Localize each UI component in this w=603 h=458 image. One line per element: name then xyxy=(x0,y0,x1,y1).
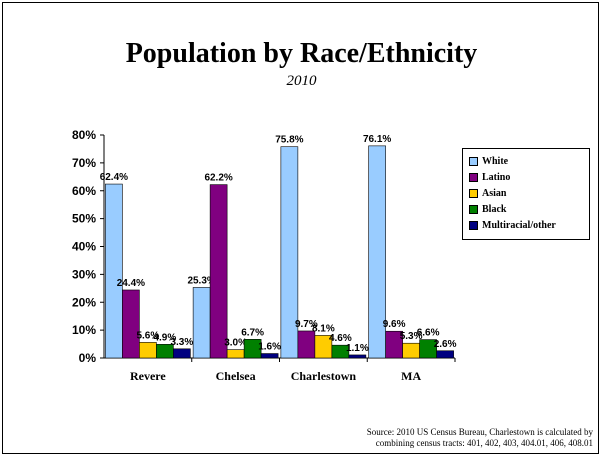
source-line-1: Source: 2010 US Census Bureau, Charlesto… xyxy=(366,427,593,437)
bar xyxy=(192,287,211,359)
legend-swatch xyxy=(469,156,478,166)
x-tick-label: MA xyxy=(401,369,421,383)
bar xyxy=(209,184,228,359)
data-label: 5.3% xyxy=(400,331,423,342)
bar xyxy=(419,339,437,359)
bar xyxy=(260,353,279,359)
data-label: 4.6% xyxy=(329,333,352,344)
data-label: 1.1% xyxy=(346,343,369,354)
legend-swatch xyxy=(469,172,478,182)
data-label: 6.7% xyxy=(241,327,264,338)
data-label: 75.8% xyxy=(275,135,303,146)
legend-item: Black xyxy=(469,201,583,217)
bar xyxy=(122,289,140,359)
data-label: 76.1% xyxy=(363,134,391,145)
chart-title: Population by Race/Ethnicity xyxy=(125,38,478,69)
legend-label: White xyxy=(482,155,509,167)
data-label: 6.6% xyxy=(417,328,440,339)
bar xyxy=(280,146,299,359)
bar xyxy=(173,348,191,359)
chart-legend: White Latino Asian Black Multiracial/other xyxy=(462,148,590,240)
bar xyxy=(368,145,386,359)
chart-subtitle: 2010 xyxy=(286,73,317,89)
bar xyxy=(348,354,367,359)
x-tick-label: Revere xyxy=(130,369,166,383)
bar xyxy=(226,349,245,359)
data-label: 2.6% xyxy=(434,339,457,350)
data-label: 5.6% xyxy=(136,330,159,341)
legend-item: Multiracial/other xyxy=(469,217,583,233)
y-tick-label: 0% xyxy=(79,351,97,365)
legend-label: Latino xyxy=(482,171,511,183)
y-tick-label: 50% xyxy=(72,212,96,226)
data-label: 25.3% xyxy=(187,275,215,286)
legend-swatch xyxy=(469,220,478,230)
bar xyxy=(297,330,316,359)
source-line-2: combining census tracts: 401, 402, 403, … xyxy=(375,438,593,448)
legend-label: Multiracial/other xyxy=(482,219,556,231)
bar xyxy=(402,342,420,359)
legend-label: Black xyxy=(482,203,507,215)
data-label: 1.6% xyxy=(258,342,281,353)
source-note: Source: 2010 US Census Bureau, Charlesto… xyxy=(367,427,593,449)
legend-item: Asian xyxy=(469,185,583,201)
y-tick-label: 80% xyxy=(72,128,96,142)
data-label: 62.2% xyxy=(204,173,232,184)
legend-swatch xyxy=(469,204,478,214)
data-label: 8.1% xyxy=(312,323,335,334)
data-label: 9.6% xyxy=(383,319,406,330)
data-label: 9.7% xyxy=(295,319,318,330)
data-label: 62.4% xyxy=(100,172,128,183)
data-label: 24.4% xyxy=(117,278,145,289)
bar xyxy=(331,344,350,359)
y-tick-label: 10% xyxy=(72,323,96,337)
y-tick-label: 60% xyxy=(72,184,96,198)
legend-item: Latino xyxy=(469,169,583,185)
bar xyxy=(243,339,262,359)
y-tick-label: 20% xyxy=(72,295,96,309)
data-label: 4.9% xyxy=(153,332,176,343)
bar xyxy=(139,342,157,359)
y-tick-label: 70% xyxy=(72,156,96,170)
y-tick-label: 40% xyxy=(72,240,96,254)
legend-item: White xyxy=(469,153,583,169)
legend-swatch xyxy=(469,188,478,198)
x-tick-label: Chelsea xyxy=(216,369,256,383)
data-label: 3.0% xyxy=(224,338,247,349)
x-tick-label: Charlestown xyxy=(291,369,357,383)
legend-label: Asian xyxy=(482,187,507,199)
bar xyxy=(436,350,454,359)
y-tick-label: 30% xyxy=(72,267,96,281)
data-label: 3.3% xyxy=(170,337,193,348)
bar xyxy=(105,183,123,359)
